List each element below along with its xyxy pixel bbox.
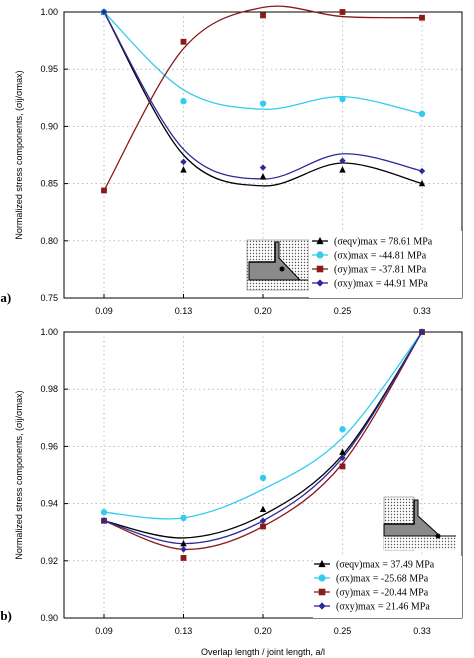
legend-marker-triangle xyxy=(318,559,326,568)
legend-marker-circle xyxy=(316,251,324,259)
y-tick-label: 0.90 xyxy=(40,613,58,623)
y-tick-label: 1.00 xyxy=(40,327,58,337)
panel-a-legend: (σeqv)max = 78.61 MPa (σx)max = -44.81 MP… xyxy=(309,231,462,298)
data-point-triangle xyxy=(418,179,426,187)
y-tick-label: 0.96 xyxy=(40,441,58,451)
data-point-square xyxy=(180,555,187,561)
legend-marker-square xyxy=(318,588,326,596)
y-tick-label: 0.75 xyxy=(40,293,58,303)
data-point-square xyxy=(180,38,187,45)
data-point-diamond xyxy=(100,517,108,524)
panel-a-label: (a) xyxy=(0,290,11,305)
data-point-circle xyxy=(180,514,187,522)
data-point-triangle xyxy=(339,166,346,173)
data-point-circle xyxy=(259,474,267,482)
panel-b-y-ticks: 0.90 0.92 0.94 0.96 0.98 1.00 xyxy=(40,327,68,623)
legend-marker-diamond xyxy=(316,279,324,287)
data-point-circle xyxy=(259,100,267,107)
data-point-circle xyxy=(180,98,187,105)
data-point-diamond xyxy=(180,546,187,553)
data-point-square xyxy=(260,523,266,530)
data-point-diamond xyxy=(339,157,346,164)
data-point-diamond xyxy=(418,328,426,336)
legend-label: (σxy)max = 21.46 MPa xyxy=(336,602,430,613)
series-line-diamond xyxy=(103,11,423,180)
legend-label: (σx)max = -25.68 MPa xyxy=(336,574,429,585)
y-tick-label: 0.95 xyxy=(40,64,58,74)
panel-b-label: (b) xyxy=(0,608,12,623)
panel-a-markers xyxy=(100,8,426,194)
panel-b-markers xyxy=(100,328,426,561)
y-tick-label: 0.98 xyxy=(40,384,58,394)
data-point-square xyxy=(339,9,346,15)
x-tick-label: 0.20 xyxy=(254,306,272,316)
data-point-circle xyxy=(339,95,346,103)
panel-a-joint-schematic xyxy=(246,239,310,291)
y-tick-label: 0.90 xyxy=(40,121,58,131)
x-tick-label: 0.25 xyxy=(334,626,352,636)
data-point-diamond xyxy=(259,164,267,171)
data-point-circle xyxy=(339,426,346,433)
series-line-circle xyxy=(103,331,423,520)
legend-label: (σxy)max = 44.91 MPa xyxy=(334,279,428,290)
data-point-diamond xyxy=(180,158,187,166)
series-line-square xyxy=(103,331,423,551)
data-point-diamond xyxy=(100,8,108,16)
data-point-triangle xyxy=(339,448,346,455)
data-point-triangle xyxy=(180,166,187,173)
panel-a-y-ticks: 0.75 0.80 0.85 0.90 0.95 1.00 xyxy=(40,7,68,303)
data-point-circle xyxy=(100,508,108,516)
legend-label: (σeqv)max = 78.61 MPa xyxy=(334,237,433,248)
panel-b-curves xyxy=(103,331,423,551)
data-point-diamond xyxy=(339,454,346,462)
panel-b-grid xyxy=(64,332,462,618)
data-point-triangle xyxy=(259,505,267,513)
y-tick-label: 0.80 xyxy=(40,236,58,246)
y-tick-label: 0.94 xyxy=(40,499,58,509)
panel-a-chart: 0.75 0.80 0.85 0.90 0.95 1.00 0.09 0.13 0.20 0.2… xyxy=(0,5,463,316)
panel-b-legend: (σeqv)max = 37.49 MPa (σx)max = -25.68 MP… xyxy=(313,556,462,618)
legend-marker-circle xyxy=(318,574,326,582)
series-line-triangle xyxy=(103,11,423,187)
y-tick-label: 0.85 xyxy=(40,179,58,189)
legend-label: (σx)max = -44.81 MPa xyxy=(334,251,427,262)
x-tick-label: 0.13 xyxy=(175,306,193,316)
x-tick-label: 0.09 xyxy=(95,306,113,316)
data-point-diamond xyxy=(418,167,426,175)
data-point-diamond xyxy=(259,517,267,524)
series-line-diamond xyxy=(103,331,423,545)
data-point-square xyxy=(260,12,266,19)
data-point-square xyxy=(101,187,107,194)
legend-marker-triangle xyxy=(316,236,324,245)
x-tick-label: 0.13 xyxy=(175,626,193,636)
data-point-circle xyxy=(418,110,426,118)
series-line-circle xyxy=(103,11,423,115)
legend-label: (σy)max = -37.81 MPa xyxy=(334,265,427,276)
x-tick-label: 0.33 xyxy=(413,626,431,636)
legend-marker-diamond xyxy=(318,602,326,610)
x-tick-label: 0.25 xyxy=(334,306,352,316)
x-tick-label: 0.09 xyxy=(95,626,113,636)
legend-marker-square xyxy=(316,265,324,273)
panel-b-joint-schematic xyxy=(383,496,456,551)
panel-b-x-axis-label: Overlap length / joint length, a/l xyxy=(201,647,325,657)
panel-b-chart: 0.90 0.92 0.94 0.96 0.98 1.00 0.09 0.13 0.20 0.2… xyxy=(0,327,463,657)
data-point-square xyxy=(419,14,425,21)
legend-label: (σy)max = -20.44 MPa xyxy=(336,588,429,599)
data-point-triangle xyxy=(180,539,187,547)
x-tick-label: 0.20 xyxy=(254,626,272,636)
data-point-triangle xyxy=(259,173,267,180)
panel-a-y-axis-label: Normalized stress components, (σij/σmax) xyxy=(14,70,24,239)
legend-label: (σeqv)max = 37.49 MPa xyxy=(336,560,435,571)
y-tick-label: 1.00 xyxy=(40,7,58,17)
x-tick-label: 0.33 xyxy=(413,306,431,316)
y-tick-label: 0.92 xyxy=(40,556,58,566)
series-line-square xyxy=(103,5,423,191)
series-line-triangle xyxy=(103,331,423,539)
data-point-square xyxy=(339,463,346,470)
panel-a-curves xyxy=(103,5,423,191)
panel-b-y-axis-label: Normalized stress components, (σij/σmax) xyxy=(14,390,24,559)
